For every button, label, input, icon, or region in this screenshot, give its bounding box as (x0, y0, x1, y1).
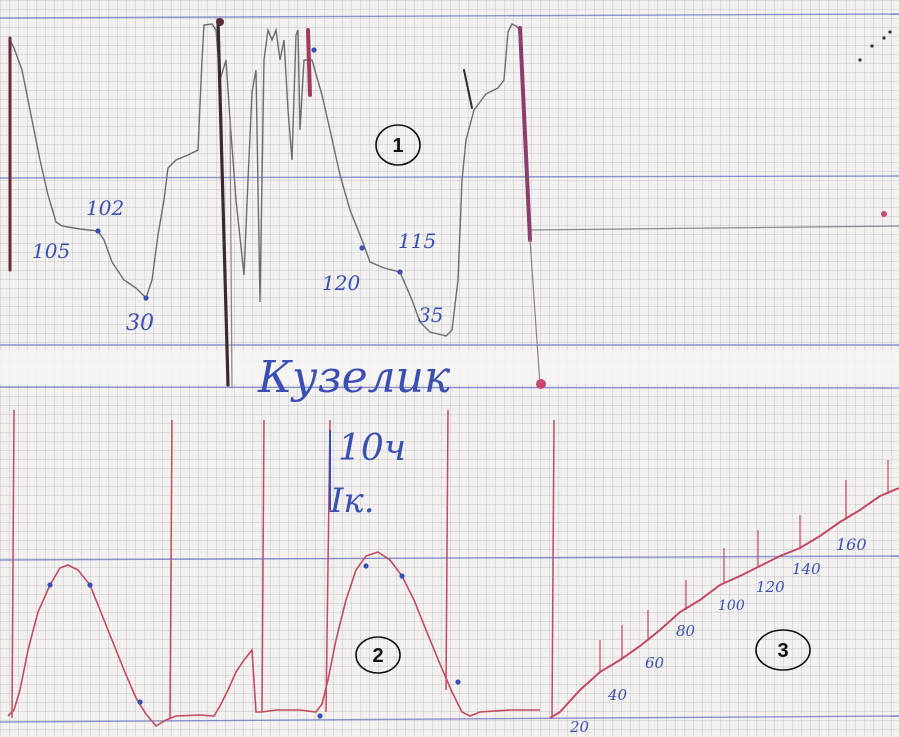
ramp-label-120: 120 (756, 578, 785, 596)
ramp-label-100: 100 (718, 598, 745, 614)
ramp-label-140: 140 (792, 560, 821, 578)
label-120: 120 (322, 271, 360, 295)
note-line-3: Ік. (329, 481, 375, 521)
ramp-value-labels: 20 40 60 80 100 120 140 160 (569, 535, 867, 736)
major-grid-lines (0, 13, 899, 723)
upper-trace-tail (529, 225, 899, 231)
upper-trace-labels: 105 102 30 120 115 35 (32, 196, 443, 336)
ramp-label-20: 20 (569, 718, 590, 736)
lower-trace-markers (47, 563, 461, 719)
paper-gap-strip (0, 350, 899, 384)
label-35: 35 (418, 303, 443, 327)
label-105: 105 (32, 239, 70, 263)
panel-marker-1: 1 (375, 124, 421, 166)
ramp-label-80: 80 (676, 622, 696, 640)
ramp-label-160: 160 (836, 535, 867, 554)
panel-marker-3: 3 (755, 629, 811, 671)
panel-marker-2: 2 (355, 636, 401, 674)
ramp-label-60: 60 (645, 654, 665, 672)
ramp-spikes (599, 460, 889, 672)
note-line-2: 10ч (338, 428, 406, 469)
panel-marker-2-label: 2 (372, 645, 383, 667)
panel-marker-1-label: 1 (392, 135, 403, 157)
ramp-label-40: 40 (607, 686, 628, 704)
lower-spike-marks (11, 409, 555, 719)
upper-trace-markers (95, 18, 546, 389)
label-102: 102 (86, 196, 124, 220)
panel-marker-3-label: 3 (777, 640, 788, 662)
vertical-event-marks (8, 18, 541, 389)
lower-wave-trace-left (7, 551, 540, 728)
label-30: 30 (126, 311, 154, 336)
stray-ink-dots (858, 30, 892, 217)
note-line-1: Кузелик (257, 352, 451, 403)
upper-pressure-trace (9, 23, 521, 337)
label-115: 115 (398, 229, 436, 253)
handwritten-note: Кузелик 10ч Ік. (257, 352, 451, 521)
